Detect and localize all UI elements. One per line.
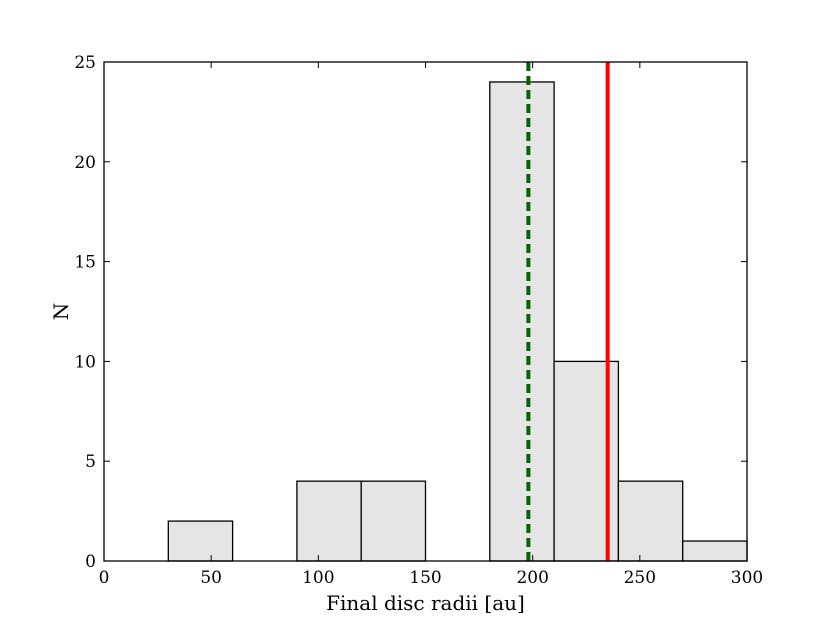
x-tick-label: 100	[302, 568, 334, 588]
x-tick-label: 150	[409, 568, 441, 588]
y-tick-label: 10	[74, 352, 96, 372]
x-axis-title: Final disc radii [au]	[326, 591, 525, 615]
x-tick-label: 250	[624, 568, 656, 588]
y-tick-label: 5	[85, 452, 96, 472]
ticks-layer: 0 50 100 150 200 250 300 0 5 10 15 20 25	[74, 53, 763, 588]
x-tick-label: 50	[200, 568, 222, 588]
histogram-bar	[682, 540, 748, 562]
x-tick-label: 0	[99, 568, 110, 588]
y-axis-title: N	[49, 303, 73, 321]
histogram-bar	[296, 480, 362, 562]
y-tick-label: 20	[74, 153, 96, 173]
y-tick-label: 0	[85, 552, 96, 572]
histogram-bar	[360, 480, 427, 562]
histogram-bar	[489, 81, 555, 562]
x-tick-label: 300	[731, 568, 763, 588]
y-tick-label: 25	[74, 53, 96, 73]
x-tick-label: 200	[516, 568, 548, 588]
y-tick-label: 15	[74, 253, 96, 273]
reference-lines-layer	[526, 62, 610, 561]
bars-layer	[167, 81, 748, 562]
histogram-bar	[167, 520, 234, 562]
histogram-bar	[617, 480, 684, 562]
